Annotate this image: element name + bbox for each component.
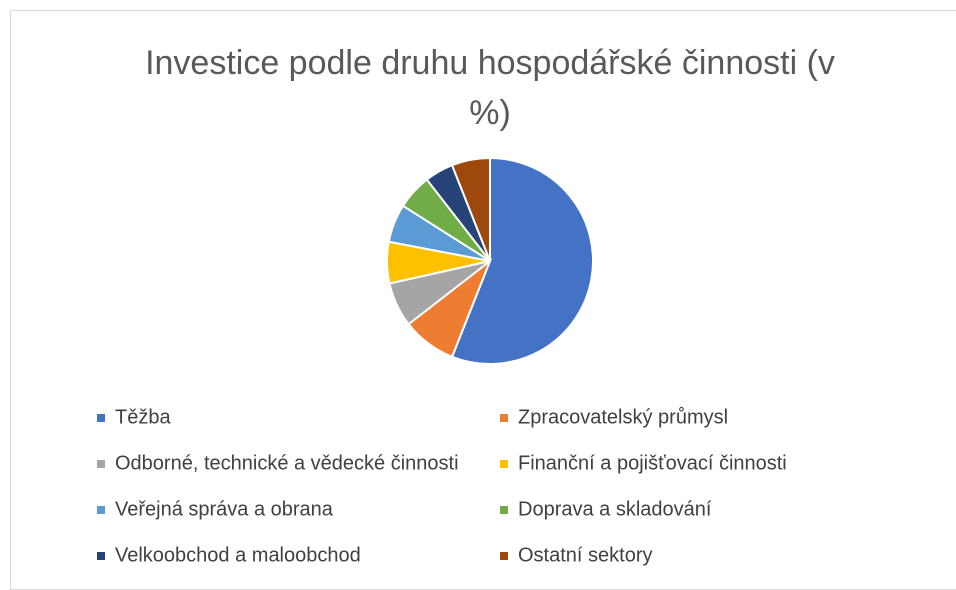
legend-label: Doprava a skladování <box>518 498 712 520</box>
legend-swatch <box>500 552 508 560</box>
legend-swatch <box>500 506 508 514</box>
legend-label: Velkoobchod a maloobchod <box>115 544 361 566</box>
legend-swatch <box>97 552 105 560</box>
legend-swatch <box>500 414 508 422</box>
legend-label: Odborné, technické a vědecké činnosti <box>115 452 459 474</box>
legend-swatch <box>97 414 105 422</box>
legend-label: Veřejná správa a obrana <box>115 498 334 520</box>
legend-swatch <box>500 460 508 468</box>
legend-label: Finanční a pojišťovací činnosti <box>518 452 787 474</box>
pie-slice <box>450 156 594 365</box>
legend-swatch <box>97 506 105 514</box>
legend-label: Ostatní sektory <box>518 544 653 566</box>
legend-label: Těžba <box>115 406 171 428</box>
chart-title: Investice podle druhu hospodářské činnos… <box>145 44 835 132</box>
legend-swatch <box>97 460 105 468</box>
legend-label: Zpracovatelský průmysl <box>518 406 728 428</box>
pie-slice <box>450 156 491 262</box>
